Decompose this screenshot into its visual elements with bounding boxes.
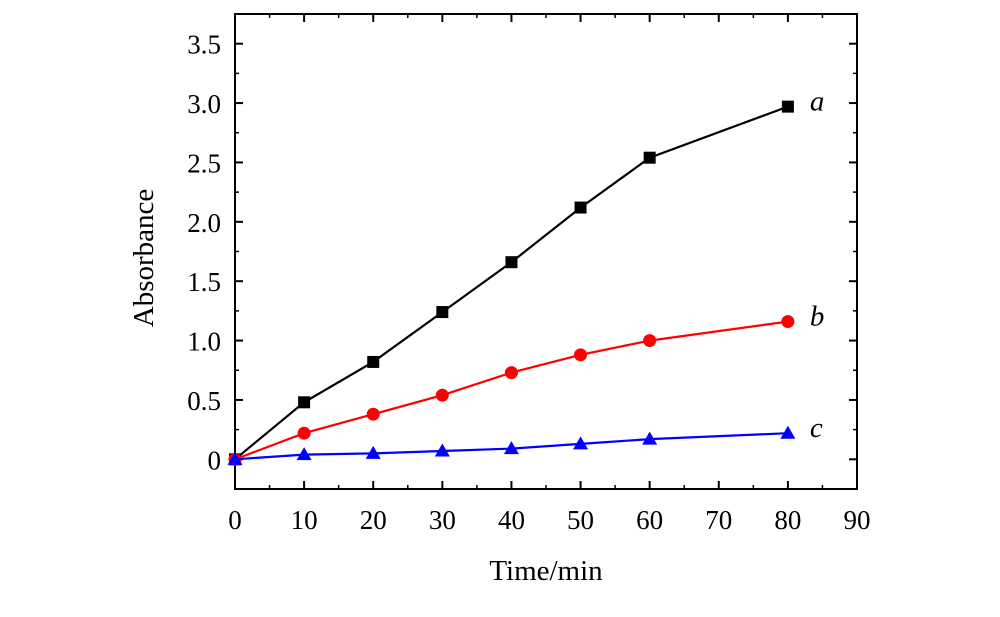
- data-point-a: [436, 306, 449, 319]
- series-label-c: c: [810, 412, 823, 444]
- x-axis-ticks: 0 10 20 30 40 50 60 70 80 90: [228, 14, 871, 535]
- data-point-c: [227, 451, 243, 465]
- series-line-c: [234, 432, 788, 461]
- x-tick-label: 20: [360, 505, 387, 535]
- series-c: c: [227, 412, 823, 465]
- series-layer: a b c: [227, 86, 825, 466]
- data-point-b: [435, 388, 449, 402]
- x-tick-label: 90: [844, 505, 871, 535]
- data-point-b: [781, 315, 795, 329]
- data-point-a: [574, 201, 587, 214]
- data-point-c: [365, 445, 381, 459]
- data-point-b: [297, 426, 311, 440]
- y-axis-ticks: 0 0.5 1.0 1.5 2.0 2.5 3.0 3.5: [187, 30, 857, 475]
- y-tick-label: 2.5: [187, 148, 221, 178]
- series-label-a: a: [810, 86, 825, 118]
- series-a: a: [229, 86, 824, 466]
- data-point-b: [574, 348, 588, 362]
- series-line-a: [234, 105, 789, 461]
- data-point-a: [298, 396, 311, 409]
- y-tick-label: 0: [208, 445, 222, 475]
- data-point-c: [296, 447, 312, 461]
- x-tick-label: 60: [636, 505, 663, 535]
- y-tick-label: 1.0: [187, 327, 221, 357]
- y-tick-label: 3.0: [187, 89, 221, 119]
- x-tick-label: 30: [429, 505, 456, 535]
- x-tick-label: 80: [774, 505, 801, 535]
- data-point-c: [573, 436, 589, 450]
- data-point-c: [780, 425, 796, 439]
- x-tick-label: 70: [705, 505, 732, 535]
- x-axis-title: Time/min: [489, 555, 603, 587]
- data-point-c: [434, 443, 450, 457]
- y-axis-title: Absorbance: [128, 189, 160, 328]
- data-point-c: [642, 431, 658, 445]
- y-tick-label: 3.5: [187, 30, 221, 60]
- y-tick-label: 1.5: [187, 267, 221, 297]
- series-line-b: [234, 320, 789, 461]
- data-point-b: [504, 366, 518, 380]
- data-point-b: [366, 407, 380, 421]
- series-label-b: b: [810, 301, 825, 333]
- plot-frame: [234, 13, 858, 490]
- data-point-a: [643, 151, 656, 164]
- data-point-a: [505, 256, 518, 269]
- x-tick-label: 50: [567, 505, 594, 535]
- y-tick-label: 0.5: [187, 386, 221, 416]
- data-point-a: [367, 355, 380, 368]
- x-tick-label: 10: [291, 505, 318, 535]
- x-tick-label: 0: [228, 505, 242, 535]
- data-point-b: [643, 334, 657, 348]
- y-tick-label: 2.0: [187, 208, 221, 238]
- data-point-c: [503, 441, 519, 455]
- data-point-a: [781, 100, 794, 113]
- series-b: b: [228, 301, 825, 466]
- x-tick-label: 40: [498, 505, 525, 535]
